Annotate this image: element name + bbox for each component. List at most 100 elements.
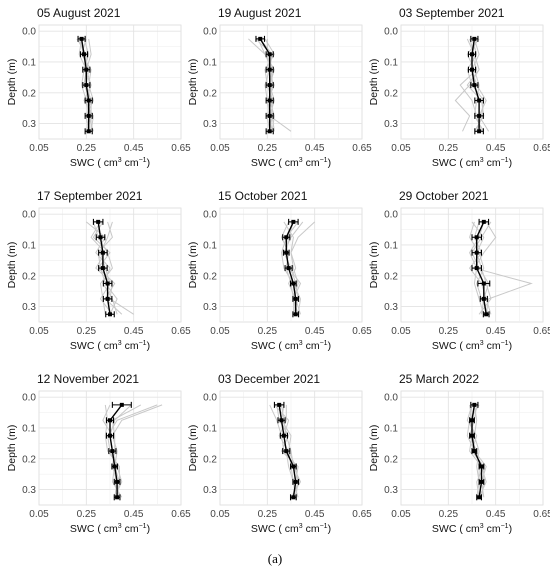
y-axis-label: Depth (m) xyxy=(368,425,380,472)
y-tick-label: 0.0 xyxy=(203,27,217,38)
x-tick-label: 0.25 xyxy=(258,326,278,337)
x-tick-label: 0.65 xyxy=(533,509,550,520)
y-tick-label: 0.0 xyxy=(22,27,36,38)
mean-point xyxy=(470,67,474,72)
mean-point xyxy=(267,113,272,118)
x-tick-label: 0.05 xyxy=(391,143,411,154)
mean-point xyxy=(267,67,272,72)
x-tick-label: 0.25 xyxy=(77,326,97,337)
y-tick-label: 0.1 xyxy=(22,423,36,434)
y-tick-label: 0.2 xyxy=(203,271,217,282)
mean-point xyxy=(100,250,105,255)
y-axis-label: Depth (m) xyxy=(6,425,18,472)
y-tick-label: 0.1 xyxy=(22,240,36,251)
mean-point xyxy=(110,449,115,454)
mean-point xyxy=(86,98,91,103)
x-tick-label: 0.65 xyxy=(533,326,550,337)
x-tick-label: 0.05 xyxy=(210,326,230,337)
y-axis-label: Depth (m) xyxy=(187,59,199,106)
chart-panel: 29 October 2021 0.05 0.25 0.45 0.65 0.0 0.1 0.2… xyxy=(368,189,550,352)
y-tick-label: 0.3 xyxy=(22,302,36,313)
chart-title: 03 December 2021 xyxy=(218,372,320,386)
mean-point xyxy=(284,235,289,240)
chart-title: 17 September 2021 xyxy=(37,189,143,203)
y-tick-label: 0.0 xyxy=(384,27,398,38)
x-axis-label: SWC ( cm3 cm−1) xyxy=(251,157,331,169)
x-tick-label: 0.65 xyxy=(352,326,372,337)
x-tick-label: 0.05 xyxy=(391,326,411,337)
mean-point xyxy=(481,296,486,301)
profile-line xyxy=(102,404,123,498)
x-tick-label: 0.05 xyxy=(210,509,230,520)
mean-point xyxy=(470,52,474,57)
mean-point xyxy=(286,266,291,271)
mean-point xyxy=(86,129,91,134)
mean-point xyxy=(291,495,296,500)
x-axis-label: SWC ( cm3 cm−1) xyxy=(70,523,150,535)
y-tick-label: 0.3 xyxy=(203,485,217,496)
mean-point xyxy=(477,129,482,134)
x-axis-label: SWC ( cm3 cm−1) xyxy=(432,523,512,535)
x-tick-label: 0.65 xyxy=(533,143,550,154)
mean-point xyxy=(484,312,489,317)
chart-title: 12 November 2021 xyxy=(37,372,139,386)
x-tick-label: 0.05 xyxy=(29,326,49,337)
x-tick-label: 0.65 xyxy=(171,326,191,337)
x-axis-label: SWC ( cm3 cm−1) xyxy=(251,523,331,535)
mean-point xyxy=(472,83,477,88)
x-tick-label: 0.05 xyxy=(391,509,411,520)
mean-point xyxy=(284,449,289,454)
chart-panel: 19 August 2021 0.05 0.25 0.45 0.65 0.0 0.1 0.2 0… xyxy=(187,6,372,169)
chart-panel: 03 September 2021 0.05 0.25 0.45 0.65 0.0 0.1 0… xyxy=(368,6,550,169)
mean-point xyxy=(474,266,479,271)
mean-point xyxy=(105,281,110,286)
y-tick-label: 0.0 xyxy=(22,393,36,404)
mean-point xyxy=(105,296,110,301)
mean-point xyxy=(100,266,105,271)
x-tick-label: 0.45 xyxy=(486,509,506,520)
mean-point xyxy=(477,113,482,118)
x-tick-label: 0.25 xyxy=(439,143,459,154)
y-axis-label: Depth (m) xyxy=(187,425,199,472)
mean-point xyxy=(481,281,486,286)
x-tick-label: 0.65 xyxy=(171,143,191,154)
chart-title: 25 March 2022 xyxy=(399,372,479,386)
mean-point xyxy=(267,98,272,103)
x-axis-label: SWC ( cm3 cm−1) xyxy=(251,340,331,352)
y-tick-label: 0.0 xyxy=(22,210,36,221)
y-tick-label: 0.0 xyxy=(384,393,398,404)
chart-panel: 15 October 2021 0.05 0.25 0.45 0.65 0.0 0.1 0.2… xyxy=(187,189,372,352)
x-axis-label: SWC ( cm3 cm−1) xyxy=(70,340,150,352)
mean-point xyxy=(284,250,289,255)
x-tick-label: 0.45 xyxy=(124,326,144,337)
x-tick-label: 0.65 xyxy=(171,509,191,520)
mean-point xyxy=(258,36,263,41)
mean-point xyxy=(108,312,112,317)
mean-point xyxy=(115,479,120,484)
mean-point xyxy=(112,464,117,469)
y-tick-label: 0.0 xyxy=(203,210,217,221)
mean-point xyxy=(293,479,298,484)
y-tick-label: 0.3 xyxy=(384,485,398,496)
y-tick-label: 0.2 xyxy=(22,271,36,282)
x-tick-label: 0.45 xyxy=(305,509,325,520)
x-axis-label: SWC ( cm3 cm−1) xyxy=(432,157,512,169)
x-tick-label: 0.65 xyxy=(352,509,372,520)
x-axis-label: SWC ( cm3 cm−1) xyxy=(432,340,512,352)
x-tick-label: 0.05 xyxy=(210,143,230,154)
y-tick-label: 0.3 xyxy=(384,119,398,130)
mean-point xyxy=(119,402,124,407)
mean-point xyxy=(84,83,89,88)
mean-point xyxy=(277,402,282,407)
y-axis-label: Depth (m) xyxy=(368,59,380,106)
mean-point xyxy=(108,433,112,438)
chart-panel: 25 March 2022 0.05 0.25 0.45 0.65 0.0 0.1 0.2 0.… xyxy=(368,372,550,535)
x-tick-label: 0.45 xyxy=(124,509,144,520)
mean-point xyxy=(477,98,482,103)
mean-point xyxy=(472,449,477,454)
mean-point xyxy=(267,129,272,134)
y-tick-label: 0.3 xyxy=(203,119,217,130)
y-tick-label: 0.0 xyxy=(203,393,217,404)
y-tick-label: 0.2 xyxy=(384,88,398,99)
